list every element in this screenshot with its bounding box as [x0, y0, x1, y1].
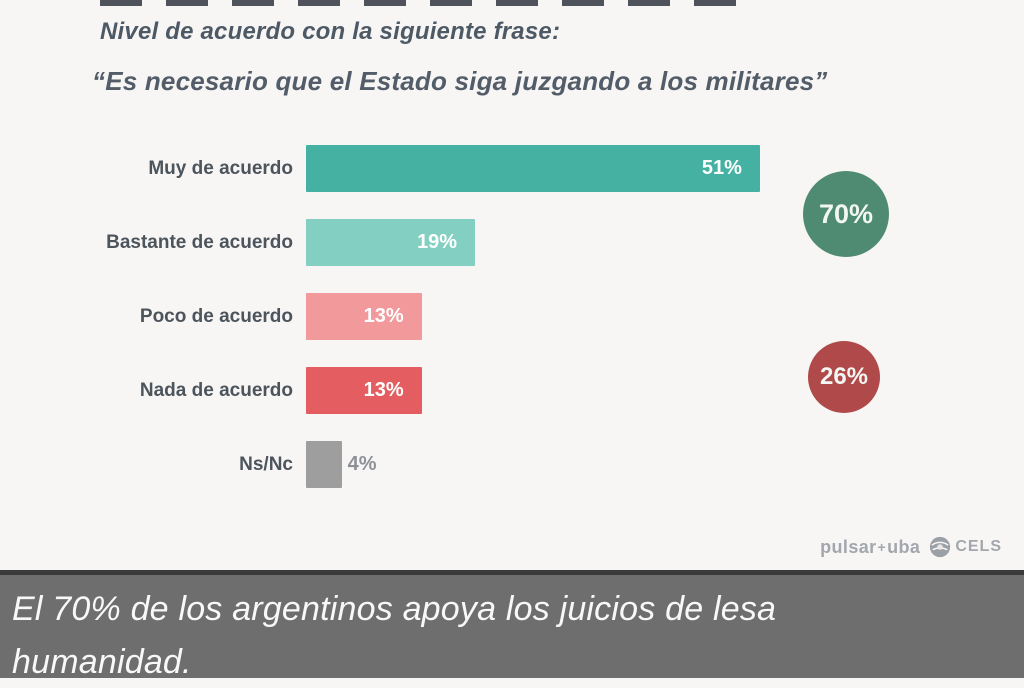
- bar: 19%: [306, 219, 476, 266]
- footer-logos: pulsar + uba CELS: [820, 533, 1002, 561]
- summary-circle-70: 70%: [803, 171, 889, 257]
- bar-category-label: Poco de acuerdo: [139, 305, 293, 327]
- bar-track: 13%: [306, 367, 805, 414]
- bar-row: Nada de acuerdo 13%: [85, 367, 805, 414]
- bar-track: 13%: [306, 293, 805, 340]
- bar-row: Ns/Nc 4%: [85, 441, 805, 488]
- bar-row: Muy de acuerdo 51%: [85, 145, 805, 192]
- pulsar-logo-text: pulsar: [820, 536, 877, 557]
- bar-chart: Muy de acuerdo 51% Bastante de acuerdo 1…: [85, 145, 805, 515]
- bar-track: 51%: [306, 145, 805, 192]
- bar-value-label-outside: 4%: [347, 453, 377, 475]
- chart-subtitle: “Es necesario que el Estado siga juzgand…: [92, 66, 828, 96]
- pulsar-logo-separator: +: [877, 538, 887, 555]
- cels-logo-label: CELS: [955, 538, 1002, 555]
- bar: [306, 441, 342, 488]
- bar-row: Bastante de acuerdo 19%: [85, 219, 805, 266]
- bar-category-label: Bastante de acuerdo: [106, 231, 293, 253]
- pulsar-logo-suffix: uba: [887, 536, 921, 557]
- cropped-strip-decoration: [100, 0, 748, 6]
- bar: 13%: [306, 293, 422, 340]
- bar-category-label: Ns/Nc: [239, 453, 293, 475]
- bar-value-label: 13%: [363, 379, 404, 401]
- bar: 13%: [306, 367, 422, 414]
- bar-track: 19%: [306, 219, 805, 266]
- bar: 51%: [306, 145, 760, 192]
- caption-bar: El 70% de los argentinos apoya los juici…: [0, 570, 1024, 681]
- bar-category-label: Muy de acuerdo: [148, 157, 293, 179]
- caption-text: El 70% de los argentinos apoya los juici…: [12, 590, 777, 681]
- bar-row: Poco de acuerdo 13%: [85, 293, 805, 340]
- summary-circle-26: 26%: [808, 341, 880, 413]
- pulsar-uba-logo: pulsar + uba: [820, 537, 920, 558]
- bar-category-label: Nada de acuerdo: [139, 379, 293, 401]
- cels-logo: CELS: [929, 536, 1002, 558]
- bar-value-label: 51%: [701, 157, 742, 179]
- cels-globe-icon: [930, 536, 951, 558]
- chart-title: Nivel de acuerdo con la siguiente frase:: [100, 18, 561, 45]
- bar-track: 4%: [306, 441, 805, 488]
- bar-value-label: 13%: [363, 305, 404, 327]
- bar-value-label: 19%: [417, 231, 458, 253]
